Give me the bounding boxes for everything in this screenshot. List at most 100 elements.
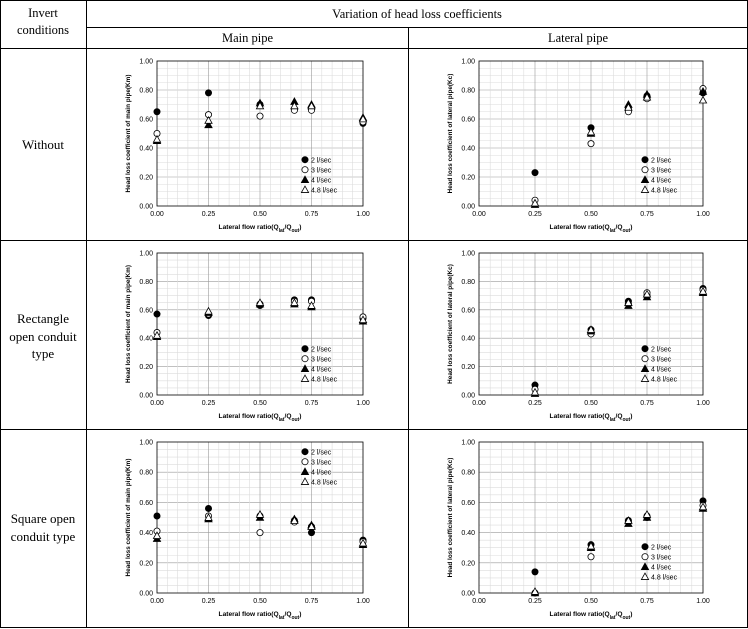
- legend-marker: [301, 355, 309, 363]
- y-tick-label: 1.00: [461, 440, 475, 447]
- legend-marker: [300, 175, 310, 183]
- plot-frame: [478, 252, 704, 396]
- legend-label: 3 l/sec: [651, 168, 672, 175]
- legend: 2 l/sec 3 l/sec 4 l/sec 4.8 l/sec: [640, 543, 678, 582]
- legend-label: 4.8 l/sec: [311, 377, 338, 384]
- legend-label: 4 l/sec: [651, 367, 672, 374]
- y-tick-label: 0.00: [461, 591, 475, 598]
- y-axis-label: Head loss coefficient of main pipe(Km): [125, 459, 132, 577]
- y-tick-label: 0.20: [461, 175, 475, 182]
- data-point: [204, 120, 213, 129]
- header-invert-line1: Invert: [28, 6, 58, 20]
- header-invert-conditions: Invert conditions: [0, 5, 86, 39]
- x-axis-label: Lateral flow ratio(Qlat/Qout): [219, 611, 302, 621]
- row-label-line: Rectangle: [17, 311, 69, 326]
- data-point: [204, 306, 213, 315]
- y-tick-label: 0.60: [139, 500, 153, 507]
- plot-frame: [478, 60, 704, 207]
- y-tick-label: 0.60: [461, 307, 475, 314]
- x-tick-label: 0.00: [150, 211, 164, 218]
- legend-marker: [640, 185, 650, 193]
- series-2: [531, 85, 707, 204]
- legend-marker: [300, 374, 310, 382]
- x-tick-label: 0.75: [640, 598, 654, 605]
- legend-marker: [300, 364, 310, 372]
- y-tick-label: 0.20: [461, 560, 475, 567]
- y-tick-label: 0.60: [461, 117, 475, 124]
- y-axis-label: Head loss coefficient of main pipe(Km): [125, 265, 132, 383]
- legend-label: 4 l/sec: [651, 565, 672, 572]
- y-tick-label: 1.00: [461, 59, 475, 66]
- legend-label: 3 l/sec: [651, 357, 672, 364]
- data-point: [642, 510, 652, 518]
- x-tick-label: 0.00: [472, 598, 486, 605]
- chart-without-lateral: 0.00 0.20 0.40 0.60 0.80 1.00 0.00 0.25 0.50 0.75…: [447, 59, 710, 235]
- y-tick-label: 1.00: [461, 251, 475, 258]
- chart-rectangle-main: 0.00 0.20 0.40 0.60 0.80 1.00 0.00 0.25 0.50 0.75…: [125, 251, 370, 424]
- x-axis-label: Lateral flow ratio(Qlat/Qout): [550, 413, 633, 423]
- data-point: [307, 522, 316, 530]
- y-tick-label: 0.60: [139, 117, 153, 124]
- y-tick-label: 0.80: [139, 470, 153, 477]
- legend-marker: [641, 345, 649, 353]
- data-point: [255, 298, 265, 306]
- grid: [157, 61, 363, 206]
- data-point: [624, 102, 633, 111]
- x-tick-label: 0.50: [584, 211, 598, 218]
- series-1: [531, 285, 707, 389]
- x-tick-label: 1.00: [696, 400, 710, 407]
- grid: [157, 442, 363, 593]
- y-tick-label: 0.40: [139, 146, 153, 153]
- x-tick-label: 0.00: [150, 400, 164, 407]
- y-tick-label: 0.20: [139, 175, 153, 182]
- y-tick-label: 0.40: [461, 146, 475, 153]
- data-point: [290, 101, 299, 110]
- x-tick-label: 0.75: [305, 400, 319, 407]
- y-tick-label: 0.00: [461, 204, 475, 211]
- legend-label: 4.8 l/sec: [651, 575, 678, 582]
- x-tick-label: 0.00: [472, 211, 486, 218]
- data-point: [531, 568, 539, 576]
- series-4: [530, 286, 708, 396]
- legend-label: 3 l/sec: [311, 357, 332, 364]
- data-point: [358, 315, 368, 324]
- grid: [479, 253, 703, 395]
- x-axis-label: Lateral flow ratio(Qlat/Qout): [219, 224, 302, 234]
- legend-marker: [640, 364, 650, 372]
- data-point: [290, 516, 299, 524]
- data-point: [642, 289, 652, 298]
- data-point: [586, 541, 596, 550]
- row-label-line: Square open: [10, 511, 76, 526]
- series-1: [531, 497, 707, 576]
- data-point: [587, 140, 595, 148]
- data-point: [290, 298, 299, 306]
- legend-marker: [300, 477, 310, 485]
- data-point: [642, 92, 652, 101]
- data-point: [307, 101, 316, 110]
- x-tick-label: 0.75: [305, 211, 319, 218]
- legend-marker: [640, 374, 650, 382]
- y-axis-label: Head loss coefficient of lateral pipe(Kc…: [447, 458, 454, 578]
- chart-square-main: 0.00 0.20 0.40 0.60 0.80 1.00 0.00 0.25 0.50 0.75…: [125, 440, 370, 622]
- grid: [157, 253, 363, 395]
- data-point: [205, 89, 213, 97]
- data-point: [586, 325, 596, 333]
- x-tick-label: 0.25: [528, 400, 542, 407]
- data-point: [153, 512, 161, 520]
- legend-label: 4 l/sec: [311, 178, 332, 185]
- legend-marker: [301, 166, 309, 174]
- data-point: [205, 504, 213, 512]
- x-tick-label: 0.00: [472, 400, 486, 407]
- legend-label: 4.8 l/sec: [311, 188, 338, 195]
- x-tick-label: 0.25: [528, 598, 542, 605]
- y-tick-label: 0.40: [139, 336, 153, 343]
- legend-label: 4 l/sec: [311, 470, 332, 477]
- data-point: [624, 298, 633, 306]
- y-axis-label: Head loss coefficient of lateral pipe(Kc…: [447, 74, 454, 194]
- y-tick-label: 0.60: [139, 307, 153, 314]
- x-tick-label: 0.75: [640, 400, 654, 407]
- series-4: [152, 298, 368, 339]
- row-label-line: type: [31, 346, 55, 362]
- y-tick-label: 0.40: [461, 530, 475, 537]
- y-axis-label: Head loss coefficient of main pipe(Km): [125, 75, 132, 193]
